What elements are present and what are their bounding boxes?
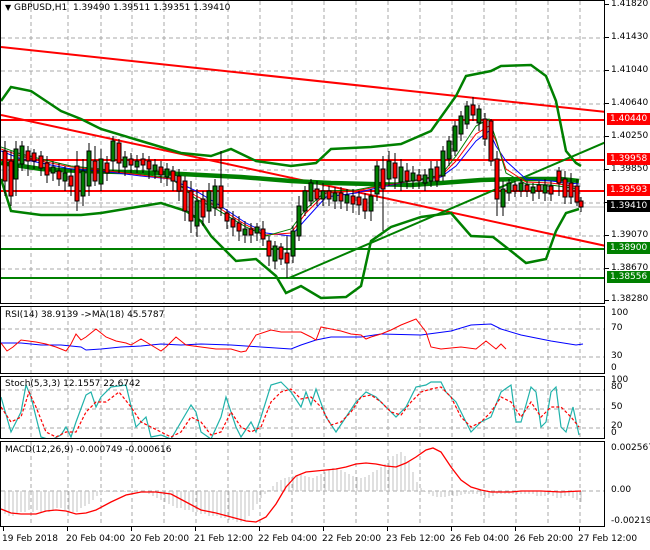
time-tick: 27 Feb 12:00 — [578, 534, 638, 544]
price-tick: 1.40640 — [611, 98, 649, 108]
macd-histogram — [4, 452, 582, 522]
time-tick: 26 Feb 20:00 — [514, 534, 574, 544]
time-tick: 23 Feb 12:00 — [386, 534, 446, 544]
time-tick: 20 Feb 04:00 — [66, 534, 126, 544]
stoch-canvas — [1, 377, 604, 438]
level-tag-1.38556: 1.38556 — [607, 271, 650, 283]
rsi-panel[interactable]: RSI(14) 38.9139 ->MA(18) 45.5787 — [0, 306, 605, 374]
grid — [1, 1, 604, 303]
rsi-canvas — [1, 307, 604, 373]
trendlines — [1, 46, 604, 279]
symbol-label: GBPUSD,H1 — [14, 3, 68, 13]
macd-canvas — [1, 442, 604, 526]
stoch-tick: 20 — [611, 421, 623, 431]
level-tag-1.39958: 1.39958 — [607, 153, 650, 165]
price-tick: 1.41040 — [611, 65, 649, 75]
macd-tick: 0.002567 — [611, 443, 650, 453]
rsi-tick: 70 — [611, 323, 623, 333]
price-chart-canvas[interactable] — [1, 1, 605, 304]
last-price-tag: 1.39410 — [607, 200, 650, 212]
rsi-tick: 30 — [611, 351, 623, 361]
stoch-tick: 80 — [611, 382, 623, 392]
time-tick: 21 Feb 12:00 — [194, 534, 254, 544]
stoch-tick: 50 — [611, 402, 623, 412]
dropdown-arrow-icon[interactable]: ▼ — [5, 3, 12, 12]
candles — [2, 97, 584, 278]
ohlc-values: 1.39490 1.39511 1.39351 1.39410 — [72, 3, 231, 13]
price-axis[interactable]: 1.41820 1.41430 1.41040 1.40640 1.40250 … — [605, 0, 650, 304]
stochastic-panel[interactable]: Stoch(5,3,3) 12.1557 22.6742 — [0, 376, 605, 439]
time-tick: 20 Feb 20:00 — [130, 534, 190, 544]
macd-panel[interactable]: MACD(12,26,9) -0.000749 -0.000616 — [0, 441, 605, 527]
stoch-title: Stoch(5,3,3) 12.1557 22.6742 — [5, 379, 141, 389]
level-tag-1.38900: 1.38900 — [607, 242, 650, 254]
stoch-tick: 0 — [611, 428, 617, 438]
price-tick: 1.38280 — [611, 294, 649, 304]
price-tick: 1.39850 — [611, 164, 649, 174]
rsi-title: RSI(14) 38.9139 ->MA(18) 45.5787 — [5, 310, 165, 320]
price-tick: 1.40250 — [611, 131, 649, 141]
stoch-axis: 100 80 50 20 0 — [605, 375, 650, 439]
macd-tick: 0.00 — [611, 485, 632, 495]
macd-tick: -0.002197 — [611, 516, 650, 526]
time-tick: 22 Feb 04:00 — [258, 534, 318, 544]
price-tick: 1.41430 — [611, 32, 649, 42]
time-axis[interactable]: 19 Feb 2018 20 Feb 04:00 20 Feb 20:00 21… — [0, 527, 650, 550]
level-tag-1.39593: 1.39593 — [607, 184, 650, 196]
macd-axis: 0.002567 0.00 -0.002197 — [605, 441, 650, 527]
price-tick: 1.38670 — [611, 263, 649, 273]
time-tick: 22 Feb 20:00 — [322, 534, 382, 544]
price-chart-panel[interactable]: ▼ GBPUSD,H1 1.39490 1.39511 1.39351 1.39… — [0, 0, 605, 304]
level-tag-1.40440: 1.40440 — [607, 113, 650, 125]
rsi-axis: 100 70 30 0 — [605, 306, 650, 374]
rsi-tick: 100 — [611, 308, 629, 318]
price-tick: 1.39070 — [611, 230, 649, 240]
rsi-tick: 0 — [611, 363, 617, 373]
price-tick: 1.41820 — [611, 0, 649, 9]
macd-title: MACD(12,26,9) -0.000749 -0.000616 — [5, 445, 172, 455]
chart-title: ▼ GBPUSD,H1 1.39490 1.39511 1.39351 1.39… — [5, 3, 230, 13]
time-tick: 26 Feb 04:00 — [450, 534, 510, 544]
stoch-tick: 100 — [611, 375, 629, 385]
time-tick: 19 Feb 2018 — [2, 534, 59, 544]
